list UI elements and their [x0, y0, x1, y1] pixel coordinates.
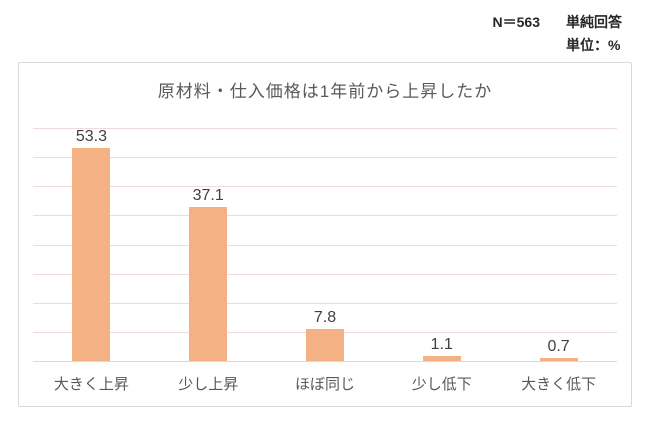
bar	[189, 207, 228, 361]
survey-meta: N＝563 単純回答 単位：%	[493, 12, 622, 55]
gridline	[33, 215, 617, 217]
bar-value-label: 7.8	[313, 308, 337, 326]
chart-title: 原材料・仕入価格は1年前から上昇したか	[157, 82, 493, 101]
bar-column: 1.1	[383, 129, 500, 361]
category-label: 大きく低下	[521, 376, 597, 393]
bar-value-label: 37.1	[192, 187, 224, 205]
gridline	[33, 273, 617, 275]
category-label: 少し低下	[411, 376, 472, 393]
gridline	[33, 157, 617, 159]
bar-column: 0.7	[500, 129, 617, 361]
plot-area: 53.3 37.1 7.8 1.1 0.7	[33, 128, 617, 362]
bar	[539, 358, 578, 361]
category-label: ほぼ同じ	[294, 376, 355, 393]
chart-card: 原材料・仕入価格は1年前から上昇したか 53.3 37.1 7.8 1.1 0.7 大き…	[18, 62, 632, 407]
unit-label: 単位：%	[566, 37, 621, 53]
bar-value-label: 1.1	[430, 336, 453, 354]
gridline	[33, 244, 617, 246]
bar-series: 53.3 37.1 7.8 1.1 0.7	[33, 129, 617, 362]
bar	[305, 328, 344, 361]
sample-size-label: N＝563	[492, 14, 540, 30]
category-label: 大きく上昇	[53, 376, 129, 393]
bar	[422, 356, 461, 361]
answer-type-label: 単純回答	[566, 14, 622, 30]
bar-value-label: 53.3	[75, 128, 107, 145]
gridline	[33, 186, 617, 188]
bar-column: 7.8	[267, 129, 384, 361]
gridline	[33, 128, 617, 129]
bar-column: 37.1	[150, 129, 267, 361]
category-label: 少し上昇	[178, 376, 239, 393]
bar-value-label: 0.7	[547, 338, 570, 356]
gridline	[33, 302, 617, 304]
category-axis: 大きく上昇 少し上昇 ほぼ同じ 少し低下 大きく低下	[33, 373, 617, 394]
bar	[72, 148, 111, 361]
bar-column: 53.3	[33, 129, 150, 361]
